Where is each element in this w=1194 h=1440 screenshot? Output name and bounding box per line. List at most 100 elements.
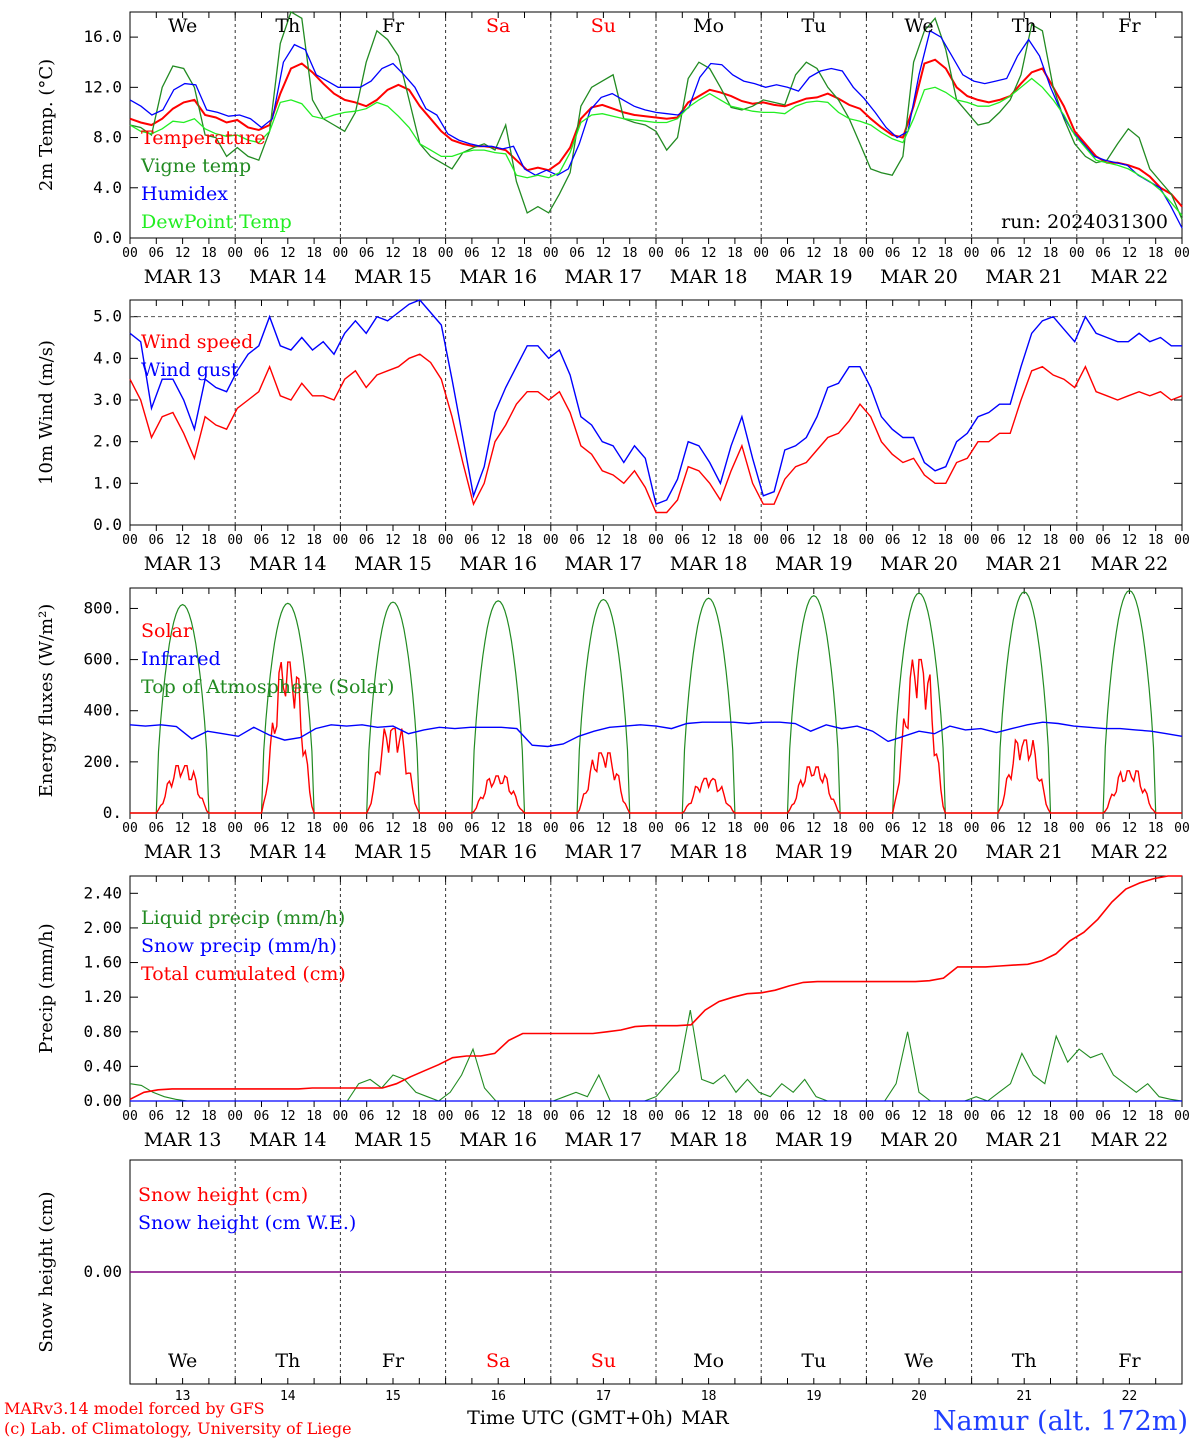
hour-tick-label: 06 [569,246,585,261]
legend-entry: Vigne temp [140,155,251,177]
legend-entry: Total cumulated (cm) [141,963,346,985]
weekday-label: Fr [382,1350,405,1372]
hour-tick-label: 12 [1122,821,1138,836]
date-label: MAR 18 [670,266,748,288]
credit-model: MARv3.14 model forced by GFS [4,1399,265,1418]
day-number-label: 18 [701,1389,717,1404]
hour-tick-label: 18 [622,246,638,261]
date-label: MAR 22 [1091,266,1169,288]
hour-tick-label: 06 [359,821,375,836]
hour-tick-label: 12 [701,246,717,261]
month-label: MAR [681,1407,729,1429]
hour-tick-label: 12 [280,821,296,836]
y-axis-label: 2m Temp. (°C) [36,59,57,191]
weekday-label: We [904,15,933,37]
hour-tick-label: 18 [517,533,533,548]
hour-tick-label: 12 [385,821,401,836]
day-number-label: 14 [280,1389,296,1404]
hour-tick-label: 12 [175,1109,191,1124]
day-number-label: 20 [911,1389,927,1404]
hour-tick-label: 00 [753,1109,769,1124]
hour-tick-label: 12 [596,1109,612,1124]
date-label: MAR 21 [985,841,1063,863]
hour-tick-label: 12 [175,821,191,836]
credit-lab: (c) Lab. of Climatology, University of L… [4,1419,352,1438]
date-label: MAR 14 [249,266,327,288]
weekday-label: Su [591,15,616,37]
weekday-label: Th [1012,15,1037,37]
hour-tick-label: 06 [1095,821,1111,836]
y-tick-label: 0.00 [83,1091,122,1110]
hour-tick-label: 06 [990,821,1006,836]
series-toa-solar [550,598,656,814]
series-solar [761,766,867,814]
hour-tick-label: 00 [333,533,349,548]
hour-tick-label: 12 [385,533,401,548]
hour-tick-label: 00 [1174,533,1190,548]
hour-tick-label: 00 [964,821,980,836]
day-number-label: 13 [175,1389,191,1404]
hour-tick-label: 06 [780,1109,796,1124]
hour-tick-label: 18 [832,821,848,836]
hour-tick-label: 12 [1016,533,1032,548]
hour-tick-label: 06 [885,533,901,548]
series-toa-solar [761,595,867,814]
hour-tick-label: 06 [885,821,901,836]
y-tick-label: 8.0 [93,128,122,147]
y-tick-label: 4.0 [93,348,122,367]
hour-tick-label: 12 [385,1109,401,1124]
date-label: MAR 22 [1091,841,1169,863]
station-title: Namur (alt. 172m) [933,1406,1188,1437]
date-label: MAR 18 [670,553,748,575]
weekday-label: Th [275,1350,300,1372]
y-tick-label: 800. [83,598,122,617]
hour-tick-label: 18 [832,533,848,548]
hour-tick-label: 00 [648,246,664,261]
hour-tick-label: 18 [517,246,533,261]
hour-tick-label: 18 [1043,246,1059,261]
run-label: run: 2024031300 [1001,211,1168,233]
hour-tick-label: 00 [122,246,138,261]
hour-tick-label: 18 [411,821,427,836]
hour-tick-label: 18 [832,1109,848,1124]
weekday-label: Tu [801,1350,826,1372]
hour-tick-label: 06 [464,821,480,836]
y-tick-label: 0.40 [83,1056,122,1075]
date-label: MAR 13 [144,266,222,288]
hour-tick-label: 00 [333,246,349,261]
date-label: MAR 22 [1091,1129,1169,1151]
legend-entry: Humidex [141,183,228,205]
hour-tick-label: 00 [964,246,980,261]
hour-tick-label: 00 [648,533,664,548]
y-tick-label: 2.40 [83,883,122,902]
hour-tick-label: 18 [727,246,743,261]
y-axis-label: 10m Wind (m/s) [36,340,57,485]
legend-entry: Temperature [141,127,265,149]
hour-tick-label: 00 [1174,1109,1190,1124]
hour-tick-label: 00 [1069,821,1085,836]
legend-entry: Wind gust [141,359,239,381]
hour-tick-label: 00 [543,246,559,261]
x-axis-label: Time UTC (GMT+0h) [467,1407,673,1429]
day-number-label: 19 [806,1389,822,1404]
y-tick-label: 1.60 [83,953,122,972]
y-tick-label: 2.00 [83,918,122,937]
legend-entry: Infrared [141,648,221,670]
date-label: MAR 14 [249,1129,327,1151]
hour-tick-label: 18 [201,1109,217,1124]
hour-tick-label: 00 [1069,246,1085,261]
hour-tick-label: 06 [674,246,690,261]
date-label: MAR 18 [670,1129,748,1151]
date-label: MAR 15 [354,553,432,575]
y-tick-label: 3.0 [93,390,122,409]
hour-tick-label: 06 [254,246,270,261]
hour-tick-label: 12 [490,533,506,548]
date-label: MAR 18 [670,841,748,863]
hour-tick-label: 12 [280,246,296,261]
hour-tick-label: 18 [411,246,427,261]
hour-tick-label: 06 [885,246,901,261]
hour-tick-label: 06 [359,246,375,261]
hour-tick-label: 18 [1043,821,1059,836]
hour-tick-label: 00 [648,1109,664,1124]
series-solar [1076,769,1182,814]
